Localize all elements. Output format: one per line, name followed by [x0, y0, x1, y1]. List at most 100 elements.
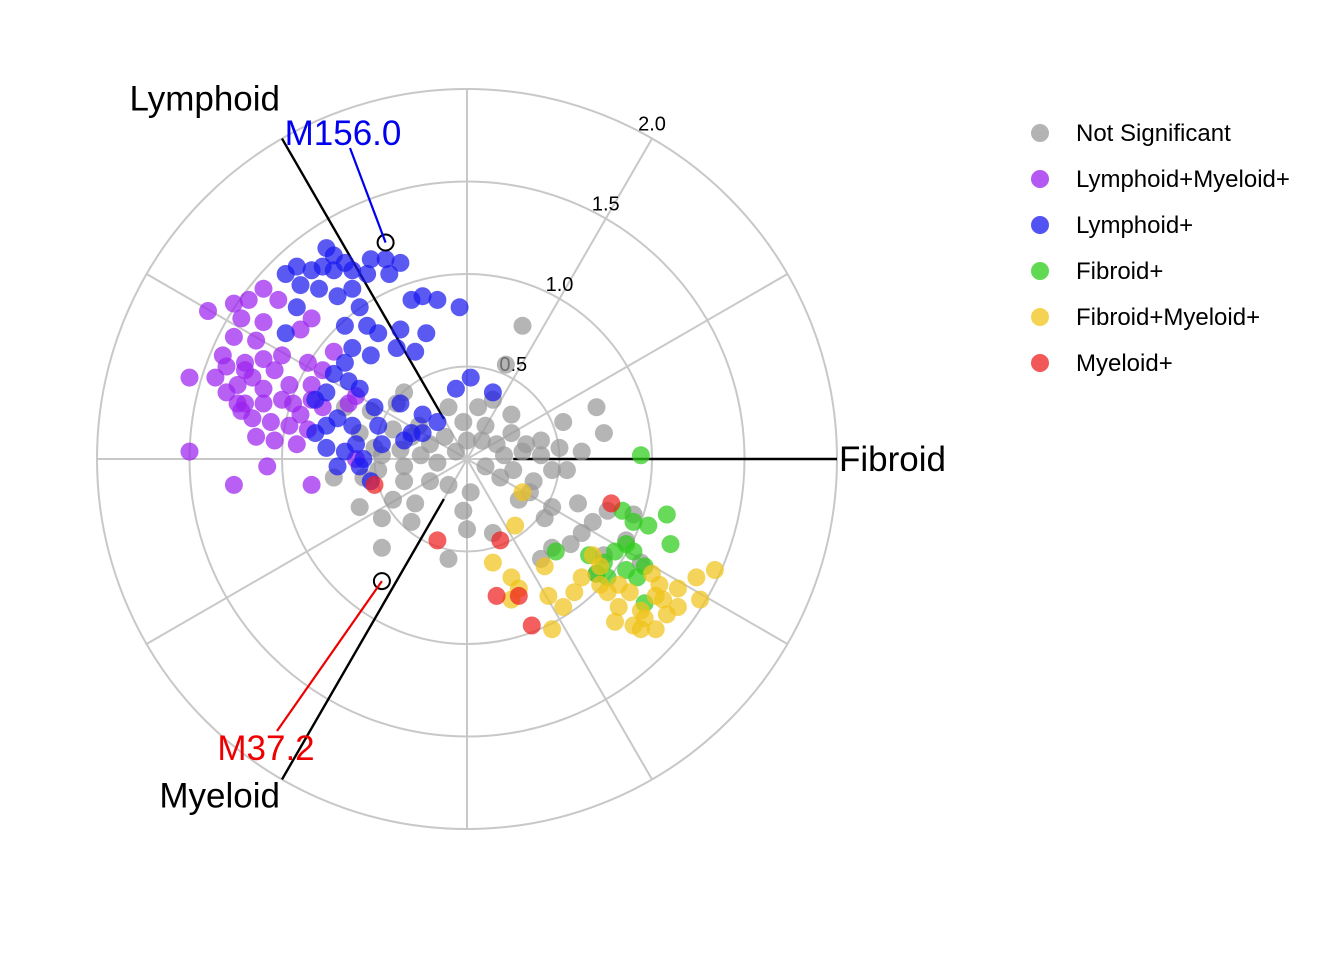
point-lymphoid-	[406, 342, 425, 361]
point-not-significant	[532, 446, 550, 465]
point-not-significant	[487, 435, 506, 454]
point-not-significant	[439, 475, 458, 494]
point-not-significant	[402, 512, 421, 531]
point-lymphoid-myeloid-	[261, 413, 280, 431]
point-fibroid-myeloid-	[668, 579, 687, 598]
point-lymphoid-	[391, 320, 410, 339]
point-not-significant	[594, 424, 613, 443]
point-not-significant	[406, 494, 425, 513]
point-lymphoid-	[324, 246, 343, 265]
point-lymphoid-	[328, 457, 347, 476]
point-myeloid-	[522, 616, 541, 635]
point-not-significant	[550, 438, 569, 457]
point-not-significant	[513, 316, 532, 335]
point-not-significant	[428, 453, 447, 472]
point-lymphoid-	[317, 438, 336, 457]
point-fibroid-	[624, 512, 643, 531]
point-lymphoid-myeloid-	[291, 405, 310, 424]
point-fibroid-myeloid-	[631, 620, 650, 639]
point-lymphoid-	[391, 394, 410, 413]
point-not-significant	[384, 490, 402, 509]
point-lymphoid-myeloid-	[199, 302, 217, 320]
point-lymphoid-myeloid-	[254, 350, 273, 369]
point-not-significant	[554, 413, 573, 431]
point-lymphoid-	[361, 250, 380, 269]
point-fibroid-myeloid-	[483, 553, 502, 572]
axis-label-fibroid: Fibroid	[839, 440, 946, 479]
radial-tick-label: 2.0	[638, 114, 666, 136]
point-lymphoid-	[391, 253, 410, 272]
point-lymphoid-myeloid-	[232, 309, 251, 328]
point-lymphoid-myeloid-	[180, 368, 199, 387]
point-not-significant	[384, 420, 402, 439]
point-not-significant	[446, 442, 465, 461]
point-not-significant	[454, 501, 473, 520]
point-not-significant	[469, 398, 488, 417]
point-lymphoid-myeloid-	[206, 368, 225, 387]
point-lymphoid-myeloid-	[324, 342, 343, 361]
callout-marker	[376, 233, 395, 252]
point-lymphoid-myeloid-	[180, 442, 199, 461]
point-lymphoid-	[450, 298, 469, 317]
point-lymphoid-	[343, 261, 362, 280]
legend-swatch	[1031, 124, 1049, 142]
point-not-significant	[524, 472, 543, 491]
point-not-significant	[461, 483, 480, 502]
legend-label: Lymphoid+Myeloid+	[1076, 166, 1290, 193]
point-lymphoid-	[302, 261, 321, 280]
point-lymphoid-	[310, 279, 328, 298]
point-myeloid-	[491, 531, 510, 550]
point-lymphoid-myeloid-	[228, 394, 247, 413]
point-lymphoid-	[343, 279, 362, 298]
legend-swatch	[1031, 170, 1049, 188]
point-lymphoid-myeloid-	[247, 427, 266, 446]
point-lymphoid-myeloid-	[280, 416, 299, 435]
point-lymphoid-	[446, 379, 465, 398]
point-fibroid-	[657, 505, 676, 524]
point-lymphoid-	[365, 398, 384, 417]
point-lymphoid-	[350, 298, 369, 317]
point-lymphoid-	[387, 339, 406, 357]
point-lymphoid-	[413, 424, 432, 443]
point-not-significant	[411, 446, 430, 465]
point-not-significant	[395, 472, 414, 491]
axis-line-myeloid	[280, 498, 445, 781]
point-fibroid-	[639, 516, 658, 535]
point-lymphoid-	[380, 265, 399, 283]
point-not-significant	[572, 442, 591, 461]
point-not-significant	[502, 405, 521, 424]
point-not-significant	[372, 538, 391, 557]
point-fibroid-myeloid-	[543, 620, 562, 639]
point-not-significant	[532, 431, 550, 450]
point-lymphoid-myeloid-	[247, 331, 266, 350]
point-lymphoid-	[417, 324, 436, 343]
point-lymphoid-	[428, 290, 447, 309]
point-fibroid-	[631, 446, 650, 465]
point-fibroid-	[546, 542, 565, 561]
point-not-significant	[458, 520, 476, 539]
point-fibroid-myeloid-	[506, 516, 525, 535]
point-lymphoid-myeloid-	[239, 290, 258, 309]
point-not-significant	[439, 549, 458, 568]
legend-label: Myeloid+	[1076, 350, 1173, 377]
point-fibroid-myeloid-	[572, 568, 591, 587]
point-myeloid-	[487, 586, 506, 605]
point-not-significant	[472, 431, 491, 450]
point-not-significant	[435, 427, 454, 446]
point-myeloid-	[365, 475, 384, 494]
point-lymphoid-myeloid-	[302, 475, 321, 494]
point-fibroid-myeloid-	[554, 598, 573, 616]
legend-swatch	[1031, 262, 1049, 280]
point-not-significant	[569, 494, 587, 513]
legend-swatch	[1031, 308, 1049, 326]
point-not-significant	[583, 512, 602, 531]
point-myeloid-	[428, 531, 447, 550]
radial-tick-label: 1.5	[592, 194, 620, 216]
point-lymphoid-myeloid-	[224, 475, 243, 494]
point-lymphoid-myeloid-	[258, 457, 277, 476]
point-not-significant	[557, 461, 576, 480]
point-not-significant	[454, 413, 473, 431]
point-lymphoid-	[343, 416, 362, 435]
axis-label-lymphoid: Lymphoid	[130, 80, 280, 119]
